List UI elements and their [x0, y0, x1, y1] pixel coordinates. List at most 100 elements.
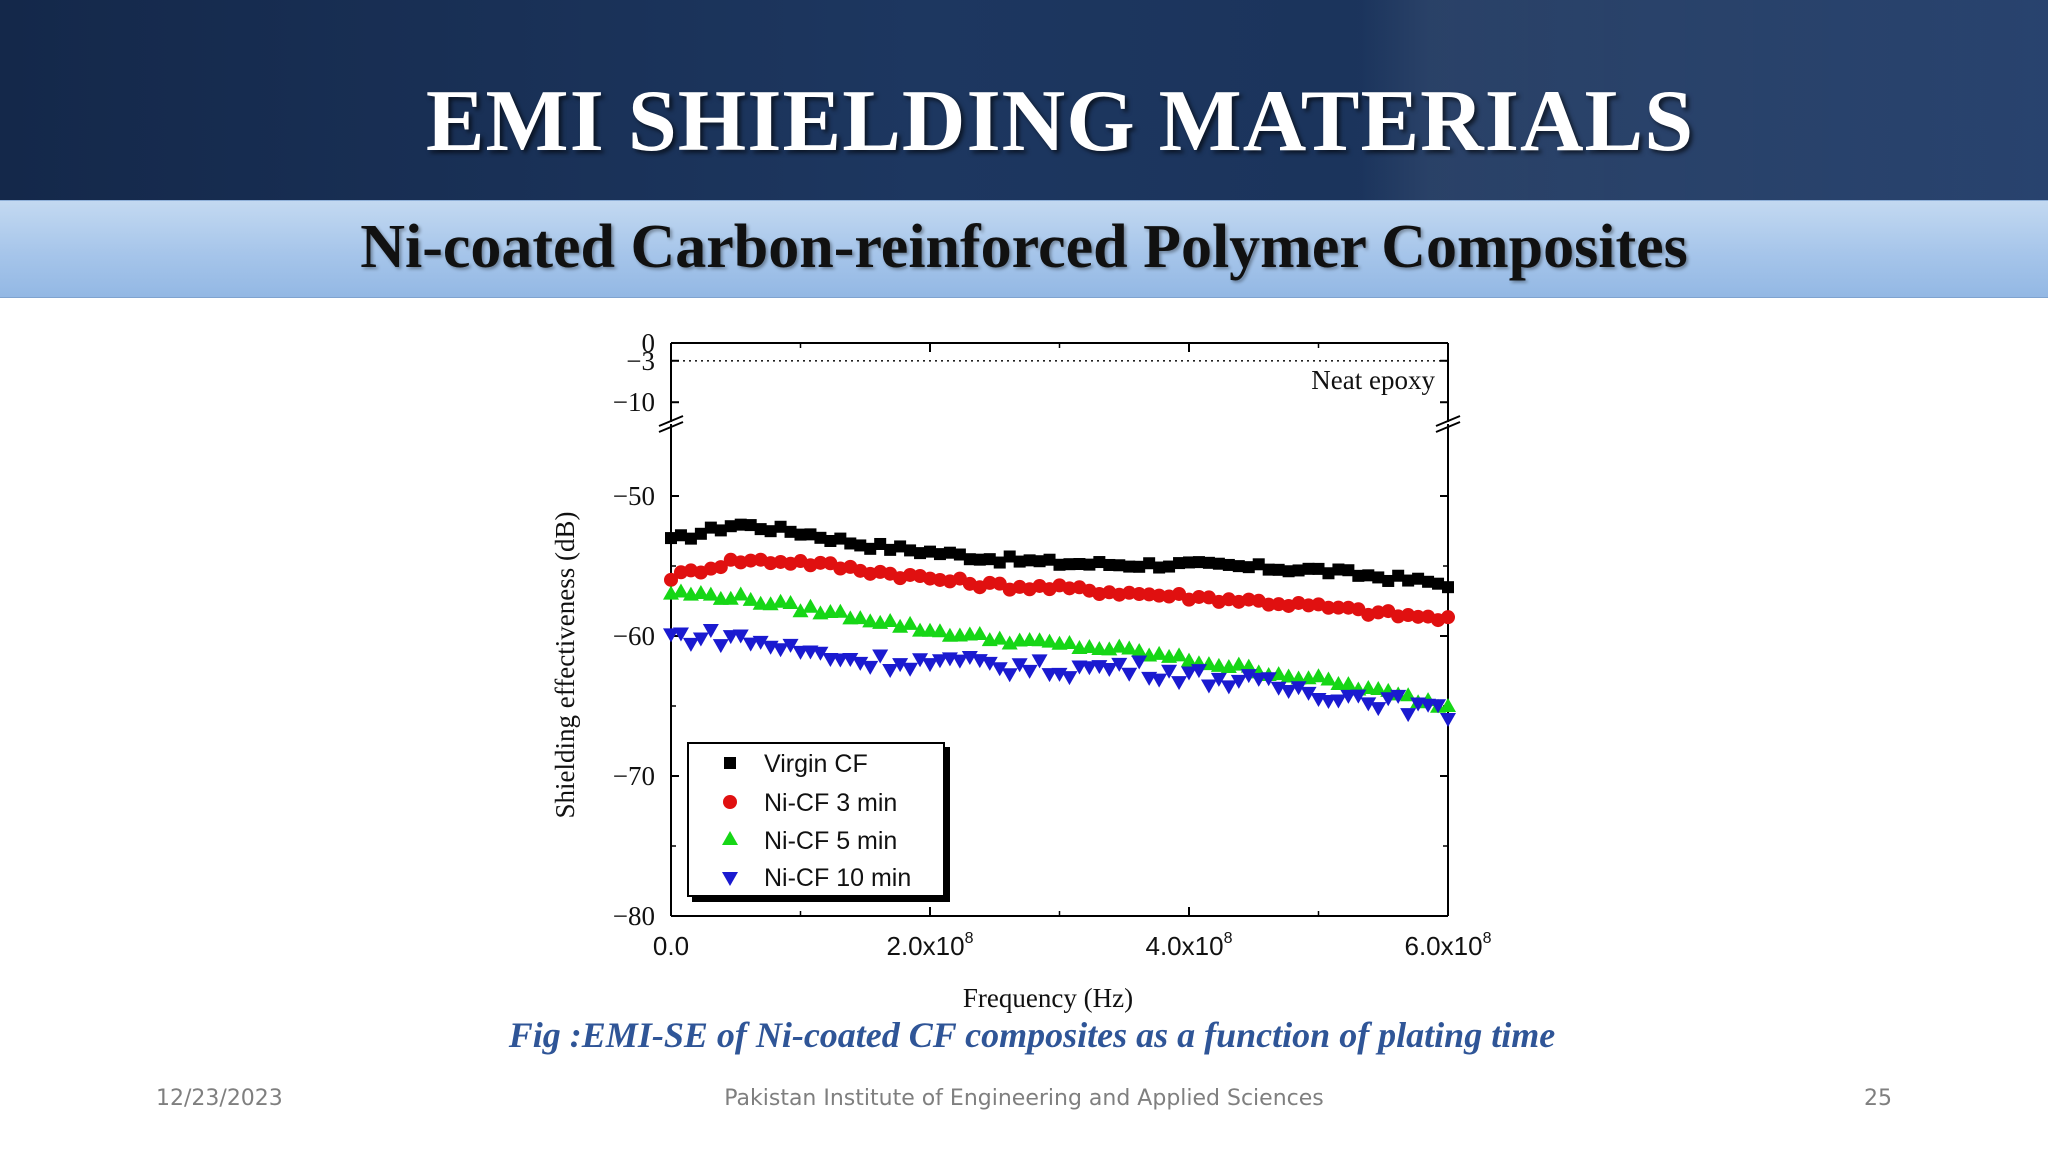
data-point	[1132, 587, 1147, 602]
data-point	[1262, 563, 1275, 576]
data-point	[1041, 668, 1058, 683]
data-point	[892, 658, 909, 673]
data-point	[983, 553, 996, 566]
data-point	[722, 590, 739, 605]
x-axis-label: Frequency (Hz)	[963, 983, 1133, 1013]
data-point	[1021, 664, 1038, 679]
data-point	[1181, 666, 1197, 681]
data-point	[1441, 610, 1455, 625]
y-tick-label: −80	[613, 901, 655, 931]
data-point	[1073, 558, 1086, 571]
data-point	[1191, 589, 1206, 604]
data-point	[1053, 558, 1066, 571]
data-point	[1372, 571, 1385, 584]
data-point	[1200, 679, 1217, 694]
data-point	[1370, 680, 1387, 695]
data-point	[852, 610, 869, 625]
data-point	[704, 521, 717, 534]
data-point	[832, 603, 849, 618]
data-point	[682, 637, 699, 652]
data-point	[1061, 671, 1078, 686]
data-point	[1111, 657, 1128, 672]
y-tick-label: −10	[613, 387, 655, 417]
data-point	[971, 625, 988, 640]
data-point	[902, 662, 919, 677]
data-point	[1133, 560, 1146, 573]
data-point	[882, 612, 899, 627]
data-point	[1322, 567, 1335, 580]
data-point	[813, 555, 828, 570]
data-point	[774, 520, 787, 533]
data-point	[1360, 697, 1377, 712]
data-point	[1320, 671, 1337, 686]
data-point	[931, 623, 948, 638]
data-point	[1440, 697, 1456, 712]
banner-highlight	[1360, 0, 2048, 200]
data-point	[772, 643, 789, 658]
y-tick-label: −70	[613, 761, 655, 791]
data-point	[824, 534, 837, 547]
data-point	[1151, 673, 1168, 688]
data-point	[782, 594, 799, 609]
data-point	[894, 540, 907, 553]
data-point	[782, 638, 799, 653]
data-point	[794, 528, 807, 541]
data-point	[802, 598, 819, 613]
figure-caption: Fig :EMI-SE of Ni-coated CF composites a…	[508, 1015, 1556, 1055]
series-ni-cf-5-min	[663, 583, 1456, 713]
data-point	[732, 629, 749, 644]
data-point	[1320, 695, 1337, 710]
data-point	[1382, 574, 1395, 587]
data-point	[1151, 645, 1168, 660]
data-point	[1252, 558, 1265, 571]
data-point	[1312, 562, 1325, 575]
data-point	[1300, 686, 1317, 701]
data-point	[1331, 600, 1346, 615]
data-point	[1081, 638, 1098, 653]
title-banner	[0, 0, 2048, 200]
data-point	[742, 591, 759, 606]
data-point	[1342, 564, 1355, 577]
data-point	[1352, 569, 1365, 582]
y-tick-label: −60	[613, 621, 655, 651]
data-point	[1192, 556, 1205, 569]
data-point	[1031, 654, 1048, 669]
data-point	[744, 519, 757, 532]
data-point	[832, 653, 849, 668]
axis-break-mark-left-a	[658, 415, 684, 427]
data-point	[784, 525, 797, 538]
data-point	[1031, 632, 1048, 647]
data-point	[1292, 564, 1305, 577]
data-point	[1261, 597, 1276, 612]
data-point	[754, 523, 767, 536]
data-point	[1242, 561, 1255, 574]
legend-label-ni-cf-3min: Ni-CF 3 min	[764, 789, 897, 817]
data-point	[1202, 556, 1215, 569]
data-point	[1222, 558, 1235, 571]
legend-label-virgin-cf: Virgin CF	[764, 750, 868, 778]
data-point	[672, 583, 689, 598]
data-point	[943, 546, 956, 559]
data-point	[724, 520, 737, 533]
data-point	[713, 560, 728, 575]
data-point	[1171, 647, 1188, 662]
y-tick-label: −50	[613, 481, 655, 511]
data-point	[922, 622, 938, 637]
data-point	[702, 624, 719, 639]
data-point	[1302, 562, 1315, 575]
data-point	[1163, 560, 1176, 573]
data-point	[1210, 672, 1227, 687]
data-point	[665, 532, 677, 545]
y-axis-label: Shielding effectiveness (dB)	[550, 512, 580, 819]
legend-label-ni-cf-10min: Ni-CF 10 min	[764, 864, 911, 892]
axis-break-mark-left-b	[658, 421, 684, 433]
data-point	[924, 545, 936, 558]
data-point	[1061, 635, 1078, 650]
slide-subtitle: Ni-coated Carbon-reinforced Polymer Comp…	[360, 213, 1688, 281]
x-tick-label: 6.0x108	[1405, 930, 1492, 961]
data-point	[1260, 672, 1277, 687]
data-point	[1171, 676, 1188, 691]
data-point	[1103, 558, 1116, 571]
data-point	[1250, 672, 1267, 687]
data-point	[982, 575, 997, 590]
